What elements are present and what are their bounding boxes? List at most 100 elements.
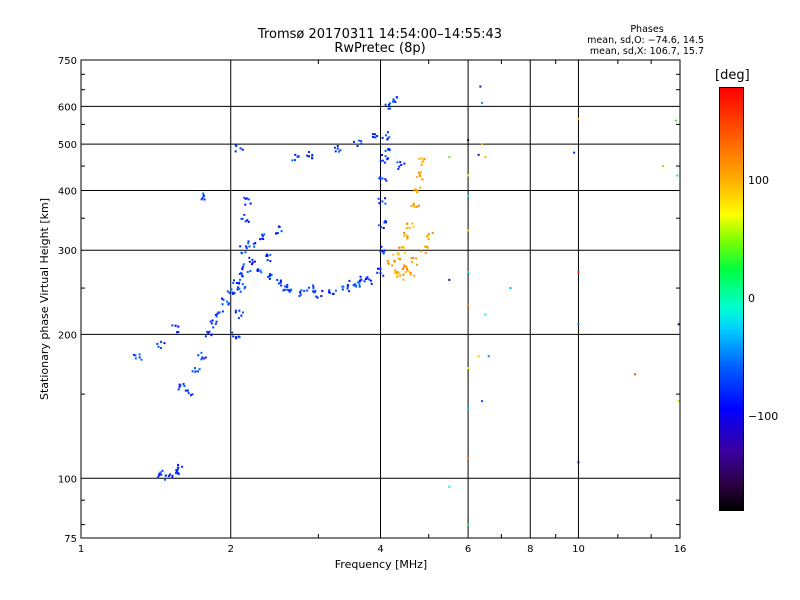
- data-point: [227, 303, 230, 306]
- data-point: [201, 356, 204, 359]
- data-point: [267, 275, 270, 278]
- data-point: [239, 290, 242, 293]
- data-point: [179, 384, 182, 387]
- data-point: [246, 219, 249, 222]
- data-point: [346, 284, 349, 287]
- data-point: [419, 171, 422, 174]
- data-point: [358, 279, 361, 282]
- data-point: [381, 177, 384, 180]
- data-point: [243, 213, 246, 216]
- data-point: [202, 192, 205, 195]
- x-tick-label: 8: [527, 544, 533, 555]
- data-point: [379, 272, 382, 275]
- data-point: [242, 265, 245, 268]
- data-point: [376, 267, 379, 270]
- data-point: [334, 146, 337, 149]
- data-point: [405, 227, 408, 230]
- data-point: [414, 188, 417, 191]
- data-point: [171, 476, 174, 479]
- data-point: [358, 285, 361, 288]
- data-point: [232, 335, 235, 338]
- data-point: [194, 370, 197, 373]
- data-point: [252, 242, 255, 245]
- data-point: [175, 470, 178, 473]
- data-point: [237, 317, 240, 320]
- data-point: [244, 197, 247, 200]
- data-point: [243, 196, 246, 199]
- data-point: [232, 281, 235, 284]
- x-tick-label: 1: [78, 544, 84, 555]
- y-tick-label: 400: [58, 186, 77, 197]
- phase-stats-x: mean, sd,X: 106.7, 15.7: [589, 46, 704, 57]
- data-point: [293, 159, 296, 162]
- data-point: [280, 279, 283, 282]
- data-point: [360, 140, 363, 143]
- data-point: [248, 245, 251, 248]
- data-point: [312, 287, 315, 290]
- data-point: [467, 194, 470, 197]
- data-point: [268, 277, 271, 280]
- data-point: [247, 242, 250, 245]
- data-point: [427, 234, 430, 237]
- data-point: [246, 270, 249, 273]
- data-point: [402, 273, 405, 276]
- data-point: [280, 284, 283, 287]
- data-point: [423, 158, 426, 161]
- data-point: [406, 235, 409, 238]
- data-point: [311, 284, 314, 287]
- data-point: [306, 154, 309, 157]
- data-point: [467, 304, 470, 307]
- data-point: [352, 284, 355, 287]
- data-point: [266, 253, 269, 256]
- data-point: [384, 197, 387, 200]
- data-point: [342, 285, 345, 288]
- x-tick-label: 2: [228, 544, 234, 555]
- data-point: [386, 157, 389, 160]
- data-point: [383, 221, 386, 224]
- data-point: [276, 278, 279, 281]
- data-point: [200, 358, 203, 361]
- data-point: [401, 267, 404, 270]
- data-point: [241, 268, 244, 271]
- data-point: [393, 259, 396, 262]
- data-point: [404, 271, 407, 274]
- data-point: [193, 367, 196, 370]
- data-point: [396, 96, 399, 99]
- data-point: [403, 231, 406, 234]
- data-point: [241, 311, 244, 314]
- chart-title: Tromsø 20170311 14:54:00–14:55:43: [257, 27, 503, 42]
- data-point: [300, 289, 303, 292]
- data-point: [218, 311, 221, 314]
- data-point: [168, 473, 171, 476]
- data-point: [186, 389, 189, 392]
- data-point: [371, 133, 374, 136]
- data-point: [412, 256, 415, 259]
- data-point: [251, 258, 254, 261]
- data-point: [467, 523, 470, 526]
- data-point: [282, 289, 285, 292]
- data-point: [308, 286, 311, 289]
- data-point: [378, 177, 381, 180]
- data-point: [175, 472, 178, 475]
- data-point: [677, 323, 680, 326]
- data-point: [346, 287, 349, 290]
- data-point: [299, 291, 302, 294]
- data-point: [284, 285, 287, 288]
- data-point: [384, 220, 387, 223]
- data-point: [386, 148, 389, 151]
- data-point: [416, 190, 419, 193]
- data-point: [259, 238, 262, 241]
- data-point: [269, 260, 272, 263]
- plot-frame: [80, 59, 681, 539]
- data-point: [420, 163, 423, 166]
- data-point: [249, 202, 252, 205]
- data-point: [221, 303, 224, 306]
- data-point: [413, 274, 416, 277]
- data-point: [257, 268, 260, 271]
- data-point: [380, 245, 383, 248]
- data-point: [241, 148, 244, 151]
- data-point: [384, 134, 387, 137]
- data-point: [241, 267, 244, 270]
- data-point: [426, 246, 429, 249]
